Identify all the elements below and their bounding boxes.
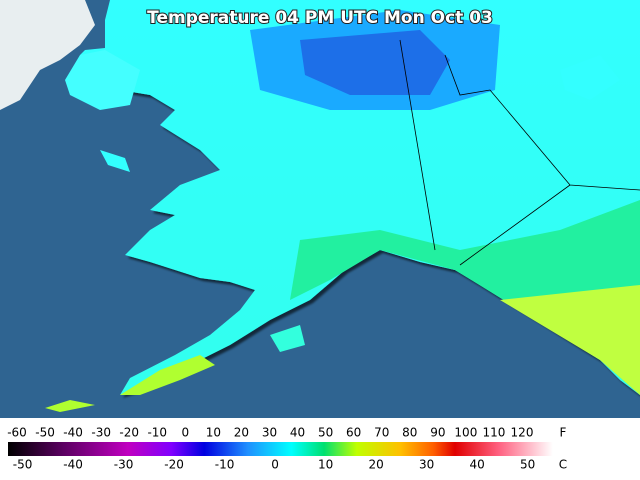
island: [100, 150, 130, 172]
c-label: -20: [164, 458, 184, 472]
f-label: -30: [91, 426, 111, 440]
c-label: 0: [271, 458, 279, 472]
map: Temperature 04 PM UTC Mon Oct 03: [0, 0, 640, 418]
c-label: 30: [419, 458, 434, 472]
f-label: -50: [35, 426, 55, 440]
c-unit: C: [559, 458, 567, 472]
f-label: 80: [402, 426, 417, 440]
warm-zone: [290, 200, 640, 395]
kodiak: [270, 325, 305, 352]
f-label: -40: [63, 426, 83, 440]
aleutians: [45, 400, 95, 412]
f-label: -10: [147, 426, 167, 440]
f-label: -60: [7, 426, 27, 440]
legend: F C -60 -50 -40 -30 -20 -10 0 10 20 30 40 50 60 70 80 9…: [7, 426, 567, 472]
f-label: 0: [182, 426, 190, 440]
c-label: -50: [13, 458, 33, 472]
f-label: 100: [454, 426, 477, 440]
f-label: 10: [206, 426, 221, 440]
f-label: -20: [119, 426, 139, 440]
f-unit: F: [560, 426, 567, 440]
russia: [0, 0, 95, 110]
c-label: 40: [469, 458, 484, 472]
c-label: -10: [215, 458, 235, 472]
c-label: 20: [368, 458, 383, 472]
c-label: 50: [520, 458, 535, 472]
f-label: 20: [234, 426, 249, 440]
c-label: -40: [63, 458, 83, 472]
f-label: 30: [262, 426, 277, 440]
f-label: 90: [430, 426, 445, 440]
f-label: 40: [290, 426, 305, 440]
color-bar: [8, 442, 553, 456]
f-label: 120: [511, 426, 534, 440]
c-label: -30: [114, 458, 134, 472]
seward-peninsula: [65, 50, 140, 110]
banks-island: [560, 55, 620, 100]
alaska-peninsula: [120, 355, 215, 395]
c-label: 10: [318, 458, 333, 472]
f-label: 70: [374, 426, 389, 440]
borders: [399, 39, 640, 266]
f-label: 60: [346, 426, 361, 440]
coldest-zone: [300, 30, 450, 95]
title: Temperature 04 PM UTC Mon Oct 03: [147, 8, 493, 28]
f-label: 50: [318, 426, 333, 440]
f-label: 110: [482, 426, 505, 440]
warmer-zone: [500, 285, 640, 395]
